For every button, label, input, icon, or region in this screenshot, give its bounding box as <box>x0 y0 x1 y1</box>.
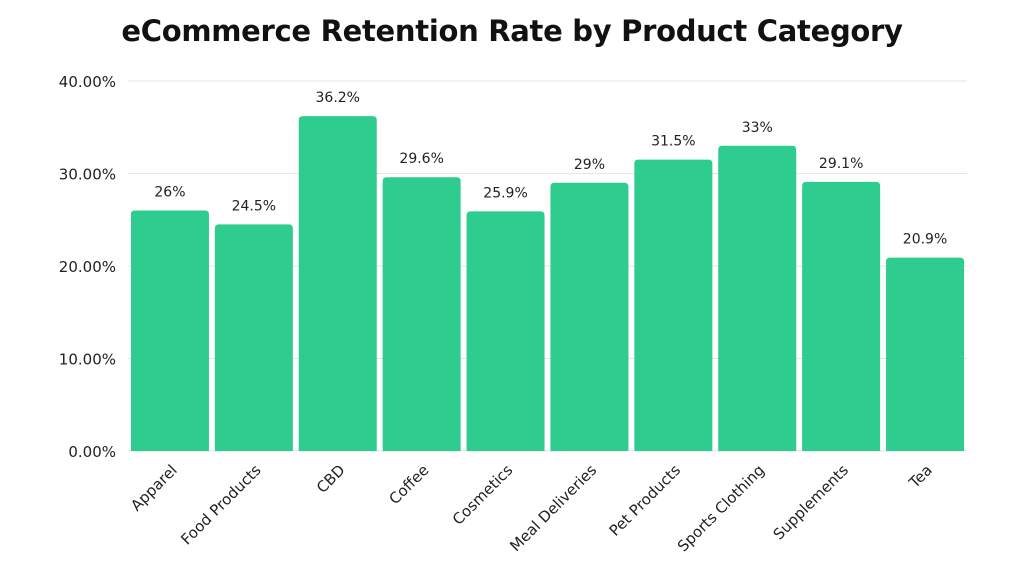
x-tick-label: Cosmetics <box>449 461 517 529</box>
chart-title: eCommerce Retention Rate by Product Cate… <box>121 14 903 48</box>
y-tick-label: 30.00% <box>59 166 116 184</box>
x-tick-label: Pet Products <box>606 461 685 540</box>
data-label: 26% <box>154 185 185 201</box>
data-label: 29.6% <box>399 151 443 167</box>
bar <box>382 177 461 451</box>
data-label: 25.9% <box>483 185 527 201</box>
data-label: 29% <box>574 157 605 173</box>
x-tick-label: Supplements <box>770 461 853 544</box>
bar <box>718 145 797 451</box>
x-tick-label: Food Products <box>177 461 264 548</box>
data-label: 33% <box>742 120 773 136</box>
data-label: 29.1% <box>819 156 863 172</box>
bar <box>886 257 965 451</box>
data-label: 24.5% <box>232 198 276 214</box>
x-tick-label: Coffee <box>385 461 432 508</box>
data-label: 20.9% <box>903 232 947 248</box>
bar <box>466 211 545 451</box>
y-tick-label: 40.00% <box>59 73 116 91</box>
bar <box>634 159 713 451</box>
bar <box>550 182 629 451</box>
bar <box>214 224 293 451</box>
x-tick-label: Sports Clothing <box>674 461 768 555</box>
y-tick-label: 0.00% <box>68 443 116 461</box>
x-tick-label: CBD <box>313 461 349 497</box>
y-tick-label: 10.00% <box>59 351 116 369</box>
bar <box>298 116 377 452</box>
x-tick-label: Apparel <box>127 461 181 515</box>
bar <box>802 181 881 451</box>
bar <box>130 210 209 451</box>
data-label: 31.5% <box>651 134 695 150</box>
y-tick-label: 20.00% <box>59 258 116 276</box>
x-tick-label: Meal Deliveries <box>506 461 600 555</box>
x-tick-label: Tea <box>905 461 936 492</box>
data-label: 36.2% <box>316 90 360 106</box>
